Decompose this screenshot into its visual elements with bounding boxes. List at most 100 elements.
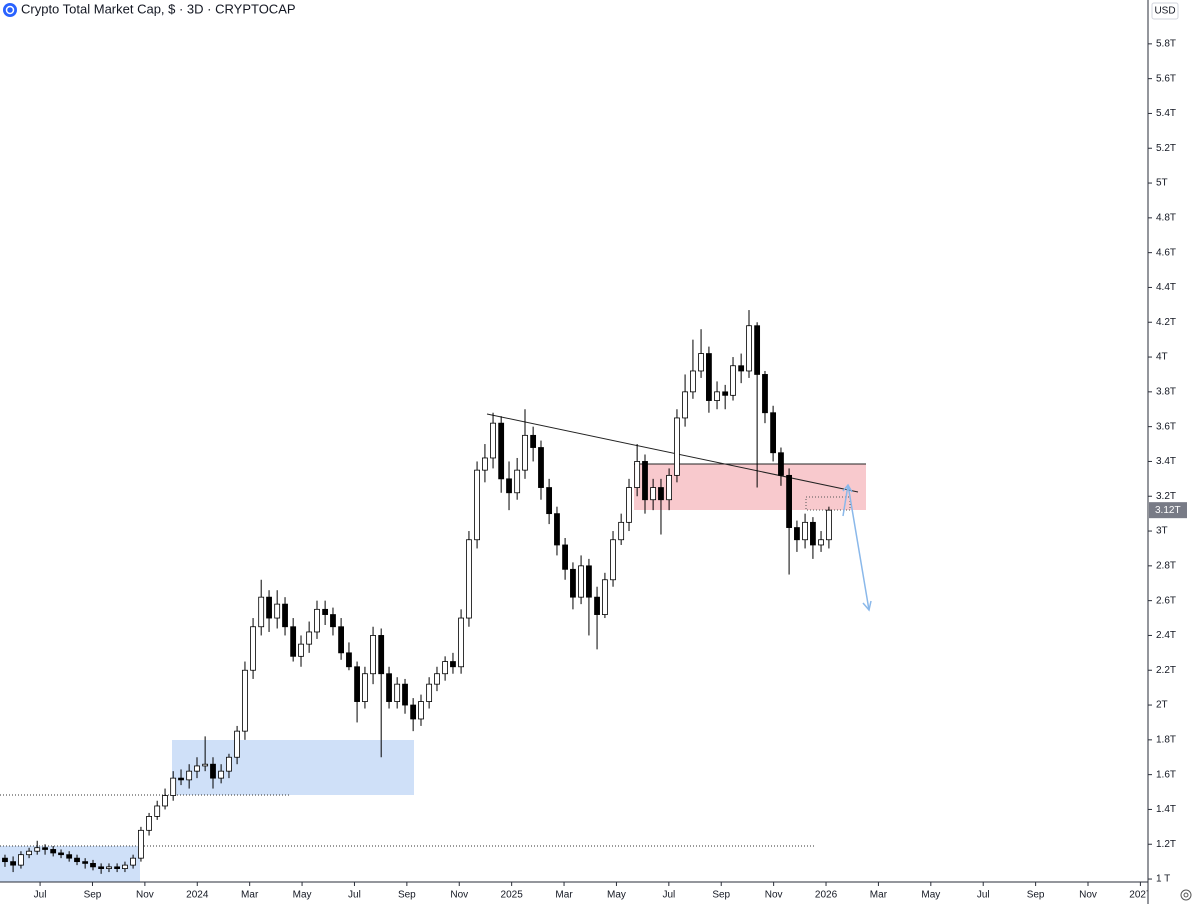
- candle-body: [442, 661, 449, 675]
- candle-body: [762, 374, 768, 414]
- candle-body: [514, 469, 521, 494]
- candle-body: [706, 353, 712, 401]
- candle-body: [506, 478, 512, 494]
- x-tick-label: Sep: [398, 890, 416, 901]
- settings-button[interactable]: [1180, 889, 1192, 901]
- candle-body: [610, 539, 616, 581]
- y-tick-label: 3.2T: [1156, 491, 1176, 502]
- candle-body: [362, 673, 368, 702]
- candle-body: [178, 777, 184, 781]
- y-tick-label: 5.4T: [1156, 108, 1176, 119]
- candle-body: [818, 539, 824, 546]
- candle-body: [378, 635, 385, 675]
- candle-body: [690, 370, 696, 393]
- candle-body: [714, 391, 720, 401]
- candle-body: [66, 854, 73, 859]
- settings-button[interactable]: [1183, 892, 1189, 898]
- candle-body: [298, 643, 304, 657]
- candle-body: [122, 864, 128, 870]
- y-tick-label: 5.2T: [1156, 143, 1176, 154]
- y-tick-label: 1.2T: [1156, 839, 1176, 850]
- candle-body: [738, 365, 745, 372]
- candle-body: [330, 614, 336, 628]
- candle-body: [314, 608, 320, 633]
- candle-body: [234, 730, 240, 758]
- candle-body: [274, 603, 281, 619]
- candle-body: [26, 850, 32, 856]
- y-tick-label: 4.4T: [1156, 282, 1176, 293]
- candle-body: [634, 461, 641, 488]
- candle-body: [106, 866, 112, 870]
- y-tick-label: 4T: [1156, 352, 1168, 363]
- candle-body: [10, 861, 16, 866]
- candle-body: [74, 857, 80, 863]
- candle-body: [586, 565, 592, 598]
- candle-body: [698, 353, 704, 372]
- candle-body: [34, 847, 41, 852]
- candle-body: [730, 365, 736, 396]
- y-tick-label: 3.8T: [1156, 386, 1176, 397]
- candle-body: [650, 487, 657, 501]
- y-tick-label: 1.6T: [1156, 769, 1176, 780]
- x-tick-label: Jul: [348, 890, 361, 901]
- y-tick-label: 5T: [1156, 178, 1168, 189]
- x-tick-label: Jul: [977, 890, 990, 901]
- currency-button[interactable]: [1151, 2, 1179, 20]
- candle-body: [250, 626, 256, 671]
- x-axis: Jul Sep Nov 2024 Mar May Jul Sep Nov 2025 Mar May Ju…: [34, 882, 1152, 901]
- x-tick-label: May: [293, 890, 312, 901]
- candle-body: [810, 521, 816, 546]
- x-tick-label: Sep: [84, 890, 102, 901]
- arrow-head: [862, 600, 872, 612]
- candle-body: [538, 447, 544, 488]
- candle-body: [162, 795, 168, 807]
- candle-body: [674, 417, 680, 476]
- y-tick-label: 2.4T: [1156, 630, 1176, 641]
- candle-body: [210, 763, 216, 779]
- candle-body: [394, 683, 401, 702]
- candle-body: [490, 422, 496, 459]
- candle-body: [282, 603, 288, 628]
- symbol-icon: [3, 3, 17, 17]
- candle-body: [58, 852, 64, 856]
- candle-body: [546, 487, 553, 515]
- candle-body: [410, 704, 417, 720]
- candle-body: [426, 683, 433, 702]
- candle-body: [794, 527, 800, 541]
- candle-body: [594, 596, 600, 615]
- candle-body: [306, 631, 313, 645]
- candle-body: [474, 469, 480, 541]
- candle-body: [642, 461, 648, 501]
- y-tick-label: 5.6T: [1156, 73, 1176, 84]
- candle-body: [114, 866, 121, 870]
- candle-body: [746, 325, 752, 372]
- candle-body: [322, 608, 329, 615]
- currency[interactable]: USD: [1154, 6, 1175, 17]
- y-tick-label: 4.8T: [1156, 212, 1176, 223]
- y-tick-label: 2T: [1156, 700, 1168, 711]
- candle-body: [770, 412, 777, 454]
- x-tick-label: Mar: [555, 890, 573, 901]
- candle-body: [658, 487, 664, 501]
- last-price-label: 3.12T: [1155, 505, 1181, 516]
- drawings: [0, 413, 872, 882]
- candle-body: [562, 544, 568, 570]
- candle-body: [466, 539, 472, 619]
- candle-body: [418, 701, 424, 720]
- x-tick-label: Nov: [450, 890, 468, 901]
- candle-body: [618, 521, 625, 541]
- candle-body: [522, 434, 528, 471]
- candle-body: [2, 857, 8, 863]
- candle-body: [570, 568, 576, 598]
- candle-body: [386, 673, 392, 702]
- candle-body: [458, 617, 464, 668]
- y-tick-label: 4.6T: [1156, 247, 1176, 258]
- x-tick-label: Sep: [1027, 890, 1045, 901]
- candle-body: [290, 626, 297, 657]
- candle-body: [18, 854, 24, 866]
- candle-body: [42, 847, 48, 850]
- candle-body: [434, 673, 440, 685]
- x-tick-label: 2026: [815, 890, 838, 901]
- chart-title: Crypto Total Market Cap, $ · 3D · CRYPTO…: [21, 1, 296, 16]
